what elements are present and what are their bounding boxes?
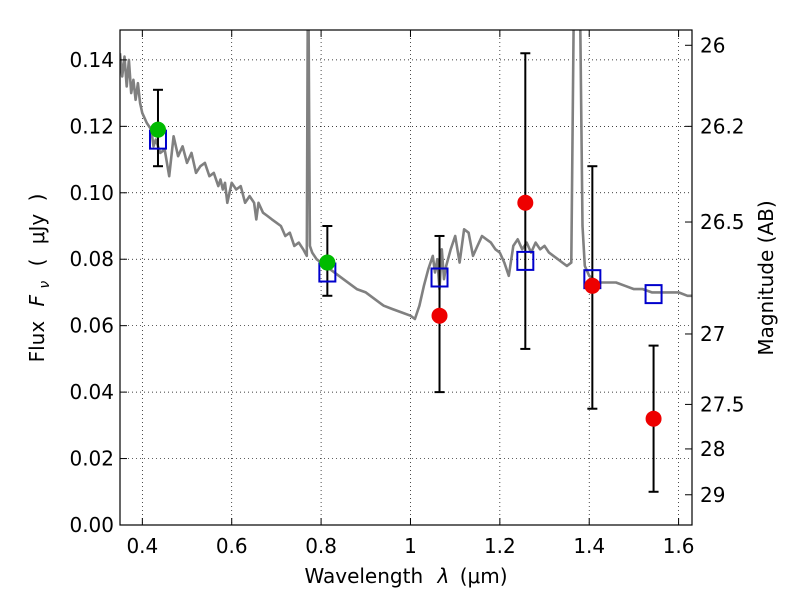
y-tick-label: 0.06: [69, 314, 114, 338]
x-tick-label: 1: [404, 534, 417, 558]
right-tick-label: 26.5: [700, 210, 745, 234]
observation-point: [517, 194, 534, 211]
y-axis-label-unit: μJy: [25, 214, 49, 245]
model-photometry-marker: [644, 284, 663, 305]
plot-background: [120, 30, 692, 525]
x-axis-label-symbol: λ: [437, 564, 450, 588]
observation-point: [431, 307, 448, 324]
detection-point: [319, 254, 336, 271]
model-photometry-marker: [516, 250, 535, 271]
right-tick-label: 28: [700, 437, 725, 461]
y-axis-label-open: (: [25, 259, 49, 267]
observation-point: [645, 410, 662, 427]
y-axis-label-close: ): [25, 194, 49, 202]
y-tick-label: 0.04: [69, 380, 114, 404]
y-tick-label: 0.08: [69, 247, 114, 271]
x-tick-label: 0.6: [216, 534, 248, 558]
x-axis-label-unit: (μm): [460, 564, 508, 588]
observation-point: [584, 277, 601, 294]
error-bars: [148, 52, 663, 493]
x-axis-label-text: Wavelength: [304, 564, 423, 588]
detection-point: [149, 121, 166, 138]
right-tick-label: 27.5: [700, 392, 745, 416]
model-spectrum-line: [120, 30, 692, 321]
y-axis-label: Flux F ν ( μJy ): [25, 194, 54, 363]
x-tick-label: 0.8: [305, 534, 337, 558]
data-layer: [120, 30, 692, 321]
y-axis-label-text: Flux: [25, 321, 49, 363]
x-tick-label: 1.4: [573, 534, 605, 558]
model-photometry-marker: [430, 267, 449, 288]
y-tick-label: 0.10: [69, 181, 114, 205]
y-tick-label: 0.02: [69, 447, 114, 471]
x-tick-label: 1.2: [484, 534, 516, 558]
plot-frame: [119, 29, 693, 526]
y-tick-label: 0.12: [69, 114, 114, 138]
right-tick-label: 26.2: [700, 114, 745, 138]
right-axis-label: Magnitude (AB): [754, 200, 778, 355]
y-axis-label-subscript: ν: [37, 281, 53, 289]
right-tick-label: 27: [700, 322, 725, 346]
x-tick-label: 1.6: [663, 534, 695, 558]
x-axis-label: Wavelength λ (μm): [304, 564, 507, 588]
right-tick-label: 29: [700, 483, 725, 507]
y-tick-label: 0.00: [69, 513, 114, 537]
x-tick-label: 0.4: [126, 534, 158, 558]
axis-ticks: 0.4 0.6 0.8 1 1.2 1.4 1.6 0.00 0.02 0.04 0.06 0.08 0…: [69, 30, 745, 558]
y-axis-label-symbol: F: [25, 294, 49, 306]
y-tick-label: 0.14: [69, 48, 114, 72]
right-tick-label: 26: [700, 33, 725, 57]
